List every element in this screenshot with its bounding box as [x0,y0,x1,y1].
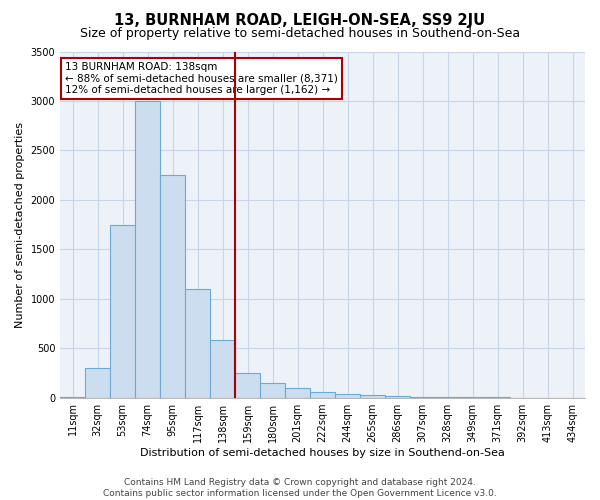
Bar [360,395,385,398]
Text: Size of property relative to semi-detached houses in Southend-on-Sea: Size of property relative to semi-detach… [80,28,520,40]
Text: 13 BURNHAM ROAD: 138sqm
← 88% of semi-detached houses are smaller (8,371)
12% of: 13 BURNHAM ROAD: 138sqm ← 88% of semi-de… [65,62,338,95]
Bar [160,175,185,398]
Bar [385,396,410,398]
Bar [210,340,235,398]
Bar [310,392,335,398]
X-axis label: Distribution of semi-detached houses by size in Southend-on-Sea: Distribution of semi-detached houses by … [140,448,505,458]
Bar [285,388,310,398]
Bar [185,289,210,398]
Bar [110,224,135,398]
Text: 13, BURNHAM ROAD, LEIGH-ON-SEA, SS9 2JU: 13, BURNHAM ROAD, LEIGH-ON-SEA, SS9 2JU [115,12,485,28]
Bar [410,397,435,398]
Bar [60,397,85,398]
Text: Contains HM Land Registry data © Crown copyright and database right 2024.
Contai: Contains HM Land Registry data © Crown c… [103,478,497,498]
Bar [135,101,160,398]
Bar [335,394,360,398]
Bar [85,368,110,398]
Bar [235,373,260,398]
Bar [260,383,285,398]
Y-axis label: Number of semi-detached properties: Number of semi-detached properties [15,122,25,328]
